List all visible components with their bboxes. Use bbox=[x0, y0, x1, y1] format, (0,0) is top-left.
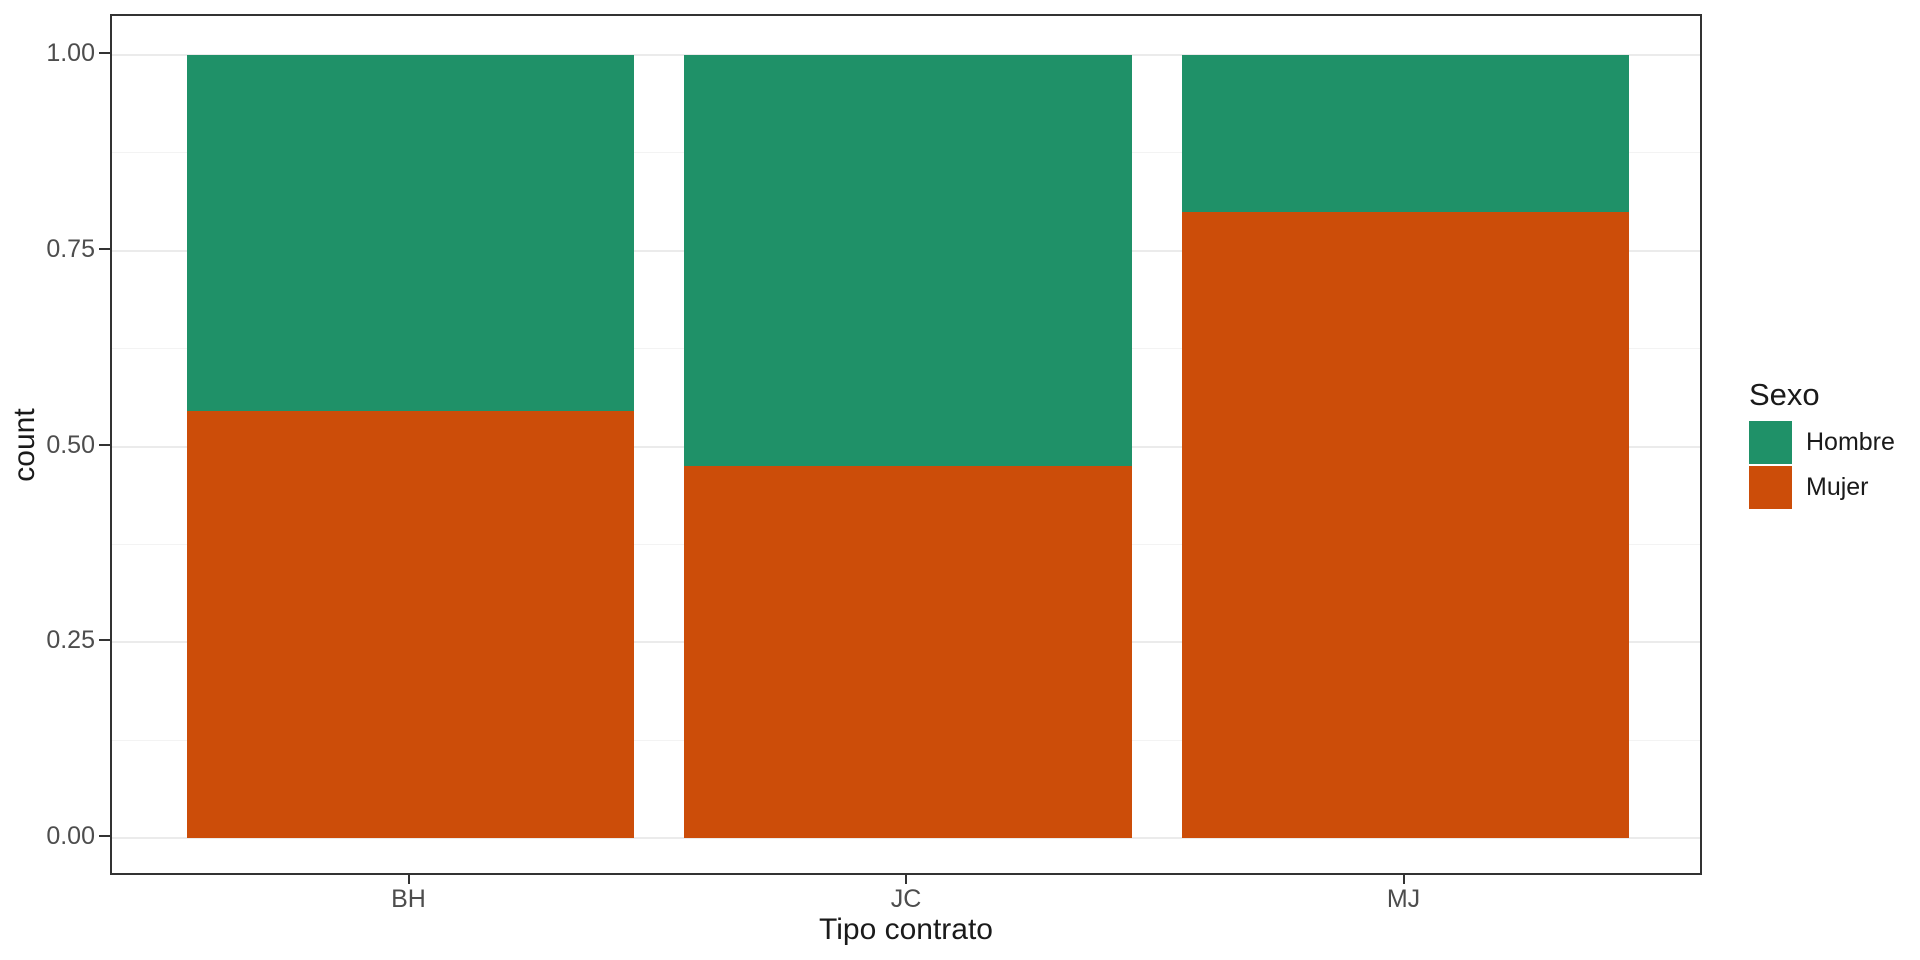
y-tick-mark bbox=[99, 247, 110, 250]
x-tick-mark bbox=[1402, 875, 1405, 884]
bar-BH bbox=[186, 55, 635, 838]
legend-items: Hombre Mujer bbox=[1749, 421, 1895, 509]
x-tick-label-BH: BH bbox=[391, 885, 426, 913]
bar-segment-hombre bbox=[186, 55, 635, 412]
x-axis-title: Tipo contrato bbox=[819, 913, 993, 946]
bar-segment-mujer bbox=[1181, 211, 1630, 838]
y-tick-mark bbox=[99, 52, 110, 54]
x-tick-label-JC: JC bbox=[890, 885, 922, 913]
y-tick-label: 0.25 bbox=[46, 626, 95, 655]
bar-segment-mujer bbox=[684, 466, 1132, 838]
bar-segment-mujer bbox=[186, 411, 635, 838]
legend-title: Sexo bbox=[1749, 377, 1820, 412]
bar-JC bbox=[684, 55, 1132, 838]
y-tick-mark bbox=[99, 835, 110, 837]
legend-label-hombre: Hombre bbox=[1806, 428, 1895, 456]
plot-panel bbox=[110, 14, 1702, 875]
x-tick-mark bbox=[905, 875, 907, 884]
y-tick-mark bbox=[99, 639, 110, 642]
legend-key-mujer bbox=[1749, 466, 1792, 509]
x-tick-mark bbox=[407, 875, 410, 884]
legend-label-mujer: Mujer bbox=[1806, 473, 1869, 501]
legend-item-hombre: Hombre bbox=[1749, 421, 1895, 464]
gridline-major bbox=[112, 837, 1700, 839]
x-tick-label-MJ: MJ bbox=[1386, 885, 1421, 913]
y-tick-label: 0.50 bbox=[46, 430, 95, 459]
legend-item-mujer: Mujer bbox=[1749, 466, 1895, 509]
legend: Sexo Hombre Mujer bbox=[1749, 377, 1895, 509]
y-tick-label: 0.00 bbox=[46, 822, 95, 850]
legend-key-hombre bbox=[1749, 421, 1792, 464]
y-tick-label: 1.00 bbox=[46, 39, 95, 67]
y-tick-label: 0.75 bbox=[46, 234, 95, 263]
y-tick-mark bbox=[99, 443, 110, 446]
bar-MJ bbox=[1181, 55, 1630, 838]
bar-segment-hombre bbox=[684, 55, 1132, 467]
bar-segment-hombre bbox=[1181, 55, 1630, 212]
